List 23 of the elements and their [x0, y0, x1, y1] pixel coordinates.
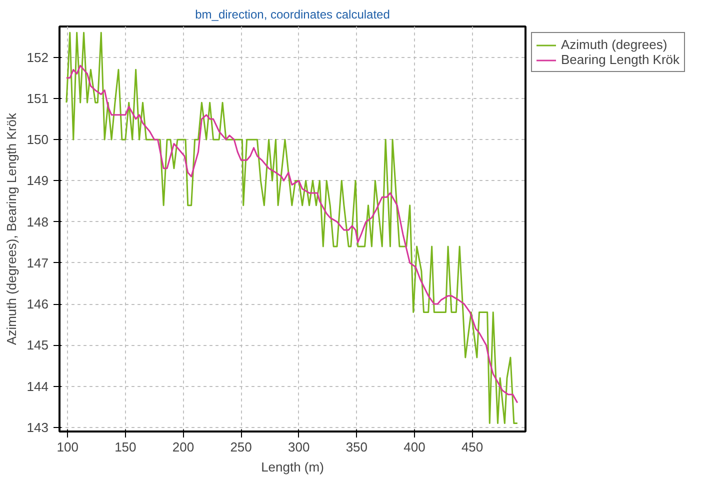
y-tick-label: 145 — [26, 338, 49, 353]
chart-title: bm_direction, coordinates calculated — [195, 8, 390, 22]
y-tick-label: 150 — [26, 132, 49, 148]
y-tick-label: 144 — [26, 378, 49, 394]
y-tick-label: 143 — [26, 420, 49, 435]
y-tick-label: 148 — [26, 214, 49, 230]
x-tick-label: 350 — [346, 440, 368, 454]
legend-label: Azimuth (degrees) — [561, 37, 668, 52]
y-tick-label: 146 — [26, 296, 49, 312]
x-tick-label: 450 — [461, 440, 484, 454]
y-tick-label: 147 — [26, 255, 49, 270]
x-axis-title: Length (m) — [261, 460, 324, 474]
y-tick-label: 149 — [26, 173, 49, 188]
y-axis-title: Azimuth (degrees), Bearing Length Krök — [4, 112, 19, 345]
y-tick-label: 151 — [26, 90, 49, 106]
x-tick-label: 100 — [56, 440, 78, 454]
x-tick-label: 250 — [230, 440, 252, 454]
x-tick-label: 300 — [288, 440, 310, 454]
x-tick-label: 200 — [172, 440, 194, 454]
y-tick-label: 152 — [26, 50, 49, 65]
legend-label: Bearing Length Krök — [561, 52, 680, 67]
x-tick-label: 150 — [114, 440, 136, 454]
x-tick-label: 400 — [404, 440, 426, 454]
